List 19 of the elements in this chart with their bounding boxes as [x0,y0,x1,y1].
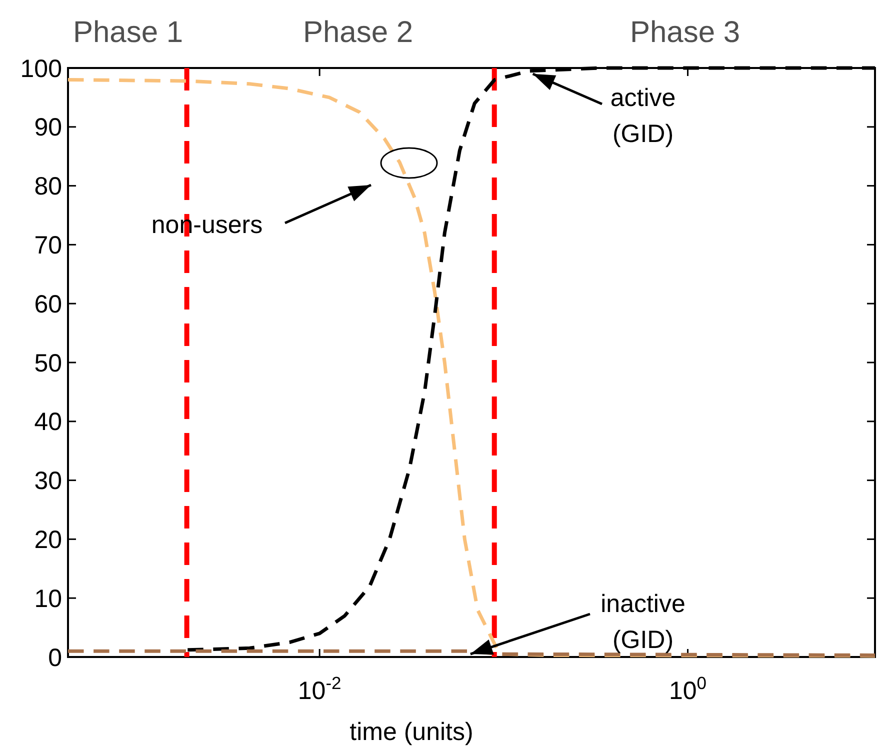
y-tick-label: 0 [48,644,62,672]
text: Phase 3 [630,16,740,49]
y-tick-label: 100 [20,54,62,83]
x-axis-title: time (units) [350,718,474,746]
y-tick-label: 70 [34,231,62,260]
y-tick-label: 30 [34,467,62,496]
y-tick-label: 50 [34,349,62,378]
x-tick-label: 10$^{0}$ [668,673,707,705]
y-tick-label: 80 [34,172,62,201]
y-tick-label: 10 [34,584,62,613]
y-tick-label: 60 [34,290,62,318]
y-tick-label: 40 [34,408,62,436]
text: Phase 1 [72,16,184,49]
y-tick-label: 90 [34,114,62,142]
annotation: active (GID) [610,84,676,148]
annotation: inactive (GID) [600,590,686,654]
y-tick-label: 20 [34,526,62,554]
text: Phase 2 [302,16,414,49]
x-tick-label: 10$^{-2}$ [298,673,342,705]
